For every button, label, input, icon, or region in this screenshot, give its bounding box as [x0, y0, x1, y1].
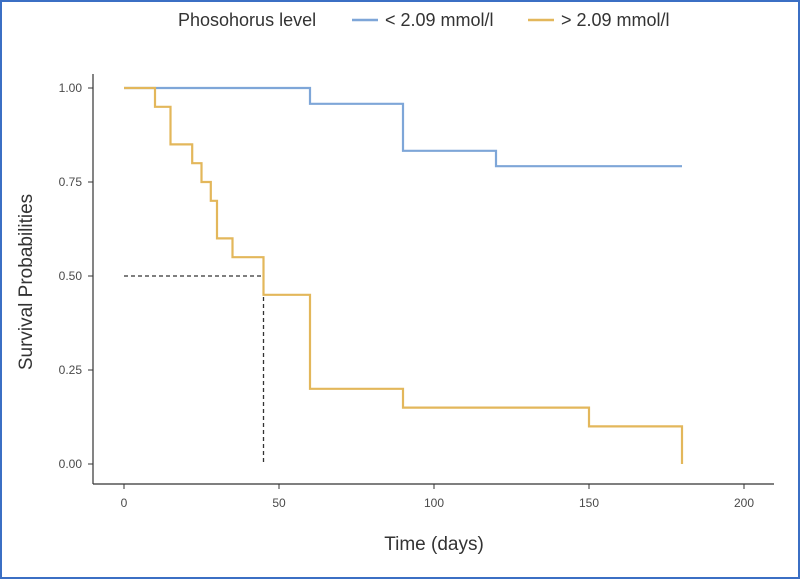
y-tick-label: 0.00	[59, 457, 83, 471]
series-low-line	[124, 86, 682, 168]
series-high-line	[124, 86, 684, 464]
x-tick-label: 150	[579, 496, 599, 510]
x-axis-title: Time (days)	[384, 534, 484, 555]
y-axis-title: Survival Probabilities	[16, 194, 37, 370]
legend: Phosohorus level < 2.09 mmol/l > 2.09 mm…	[178, 10, 670, 30]
x-tick-label: 50	[272, 496, 286, 510]
y-tick-label: 0.50	[59, 269, 83, 283]
y-tick-label: 1.00	[59, 81, 83, 95]
y-axis-ticks: 0.00 0.25 0.50 0.75 1.00	[59, 81, 93, 471]
y-tick-label: 0.25	[59, 363, 83, 377]
median-guides	[124, 275, 265, 464]
legend-label-high: > 2.09 mmol/l	[561, 10, 670, 30]
x-tick-label: 0	[121, 496, 128, 510]
x-axis-ticks: 0 50 100 150 200	[121, 484, 754, 510]
series-lines	[124, 86, 684, 464]
x-tick-label: 100	[424, 496, 444, 510]
x-tick-label: 200	[734, 496, 754, 510]
y-tick-label: 0.75	[59, 175, 83, 189]
legend-title: Phosohorus level	[178, 10, 316, 30]
legend-label-low: < 2.09 mmol/l	[385, 10, 494, 30]
